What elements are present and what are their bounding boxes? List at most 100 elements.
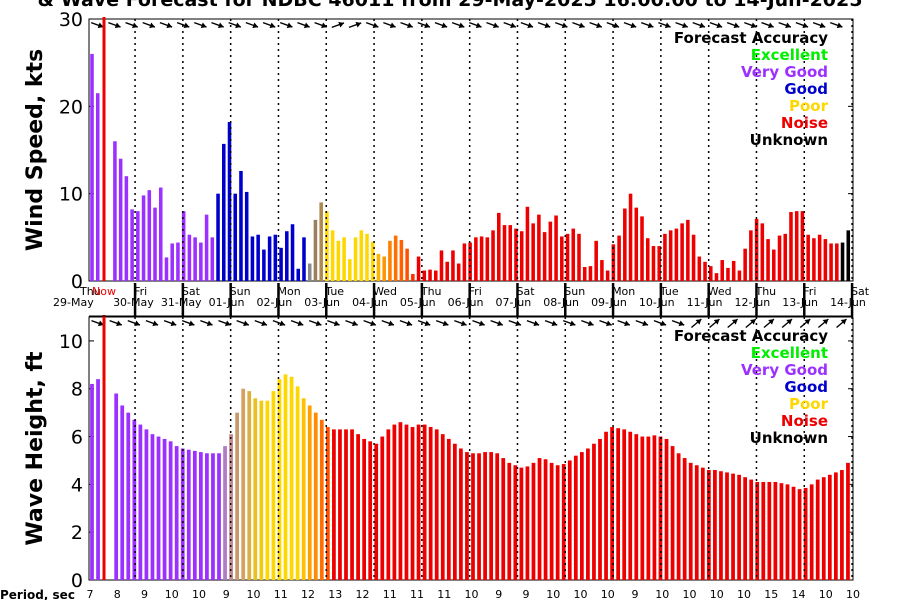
data-bar	[670, 446, 675, 580]
data-bar	[370, 241, 375, 281]
direction-arrow	[829, 21, 843, 29]
arrow-head	[713, 319, 720, 325]
arrow-head	[613, 22, 620, 29]
data-bar	[144, 429, 149, 580]
period-tick-label: 11	[410, 588, 424, 600]
data-bar	[731, 260, 736, 281]
direction-arrow	[836, 318, 847, 329]
data-bar	[198, 452, 203, 580]
day-name-label: Tue	[659, 285, 679, 298]
arrow-head	[527, 22, 534, 29]
y-tick-label: 20	[59, 96, 83, 118]
data-bar	[380, 436, 385, 580]
data-bar	[761, 481, 766, 580]
legend-heading: Forecast Accuracy	[674, 327, 828, 345]
day-name-label: Sat	[182, 285, 201, 298]
arrow-head	[785, 22, 791, 29]
data-bar	[640, 216, 644, 281]
y-tick-label: 10	[59, 331, 83, 353]
data-bar	[726, 267, 730, 281]
data-bar	[794, 211, 799, 281]
data-bar	[846, 462, 850, 580]
direction-arrow	[290, 319, 304, 327]
data-bar	[313, 412, 318, 580]
arrow-head	[819, 22, 826, 29]
direction-arrow	[218, 319, 231, 327]
direction-arrow	[781, 318, 793, 329]
arrow-head	[170, 320, 177, 327]
arrow-head	[114, 22, 121, 29]
arrow-head	[303, 22, 310, 29]
data-bar	[548, 221, 553, 281]
direction-arrow	[417, 21, 431, 29]
data-bar	[235, 412, 240, 580]
arrow-head	[561, 22, 568, 29]
data-bar	[239, 170, 243, 281]
period-tick-label: 10	[846, 588, 860, 600]
direction-arrow	[581, 319, 594, 327]
arrow-head	[132, 22, 138, 29]
direction-arrow	[108, 21, 121, 29]
data-bar	[405, 248, 409, 281]
arrow-head	[97, 320, 104, 327]
y-tick-label: 8	[71, 379, 83, 401]
data-bar	[96, 379, 100, 580]
data-bar	[777, 235, 782, 281]
arrow-head	[321, 22, 327, 29]
data-bar	[392, 424, 397, 580]
data-bar	[211, 453, 215, 580]
arrow-head	[630, 22, 637, 29]
data-bar	[428, 269, 432, 281]
data-bar	[113, 141, 117, 281]
day-name-label: Thu	[79, 285, 101, 298]
data-bar	[531, 223, 535, 281]
day-name-label: Sun	[230, 285, 251, 298]
direction-arrow	[159, 21, 173, 29]
arrow-head	[510, 22, 516, 29]
y-tick-label: 0	[71, 271, 83, 293]
data-bar	[336, 240, 341, 281]
arrow-head	[217, 22, 224, 29]
direction-arrow	[508, 319, 522, 327]
day-date-label: 02-Jun	[256, 296, 292, 309]
arrow-head	[699, 22, 705, 29]
period-tick-label: 10	[465, 588, 479, 600]
data-bar	[767, 481, 772, 580]
arrow-head	[116, 320, 122, 327]
data-bar	[573, 455, 578, 580]
arrow-head	[533, 320, 540, 327]
data-bar	[561, 464, 566, 580]
period-tick-label: 10	[574, 588, 588, 600]
legend-item-very-good: Very Good	[741, 361, 828, 379]
data-bar	[652, 435, 657, 580]
direction-arrow	[262, 21, 276, 29]
direction-arrow	[617, 319, 631, 327]
data-bar	[398, 422, 403, 580]
direction-arrow	[434, 21, 448, 29]
direction-arrow	[200, 319, 213, 327]
arrow-head	[279, 320, 286, 327]
direction-arrow	[272, 319, 286, 327]
arrow-head	[406, 320, 413, 327]
data-bar	[815, 479, 820, 580]
y-axis-label: Wind Speed, kts	[23, 49, 48, 251]
data-bar	[227, 122, 232, 281]
period-tick-label: 10	[165, 588, 179, 600]
data-bar	[676, 453, 681, 580]
legend-item-very-good: Very Good	[741, 63, 828, 81]
data-bar	[319, 202, 323, 281]
data-bar	[617, 235, 621, 281]
data-bar	[456, 263, 461, 281]
legend-item-good: Good	[784, 80, 828, 98]
data-bar	[829, 243, 833, 281]
direction-arrow	[778, 21, 792, 29]
data-bar	[153, 207, 157, 281]
data-bar	[483, 452, 487, 580]
data-bar	[451, 250, 455, 281]
data-bar	[833, 472, 838, 580]
data-bar	[344, 429, 348, 580]
data-bar	[262, 249, 266, 281]
direction-arrow	[127, 319, 141, 327]
period-tick-label: 10	[737, 588, 751, 600]
data-bar	[560, 236, 564, 281]
